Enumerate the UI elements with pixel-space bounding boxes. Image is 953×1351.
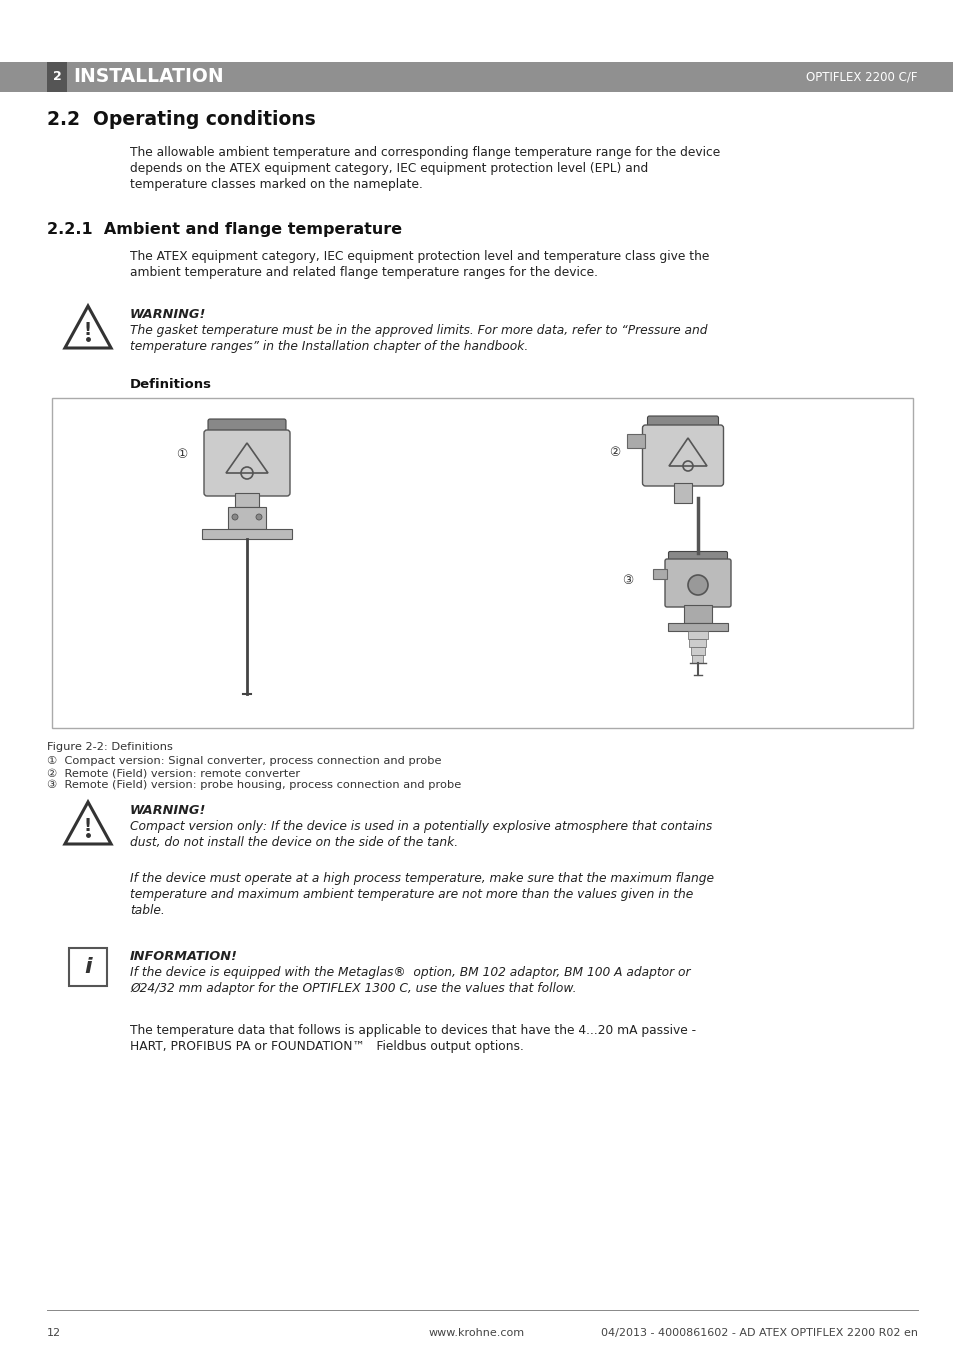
Text: temperature classes marked on the nameplate.: temperature classes marked on the namepl…	[130, 178, 422, 190]
Text: dust, do not install the device on the side of the tank.: dust, do not install the device on the s…	[130, 836, 457, 848]
Text: INSTALLATION: INSTALLATION	[73, 68, 223, 86]
Bar	[673, 484, 691, 503]
Bar	[47, 62, 67, 92]
FancyBboxPatch shape	[641, 426, 722, 486]
Text: WARNING!: WARNING!	[130, 804, 206, 817]
Text: Compact version only: If the device is used in a potentially explosive atmospher: Compact version only: If the device is u…	[130, 820, 712, 834]
Text: 2: 2	[52, 70, 61, 84]
Bar	[652, 569, 666, 580]
Bar	[52, 399, 912, 728]
Text: ambient temperature and related flange temperature ranges for the device.: ambient temperature and related flange t…	[130, 266, 598, 280]
Text: ③  Remote (Field) version: probe housing, process connection and probe: ③ Remote (Field) version: probe housing,…	[47, 780, 460, 790]
Text: table.: table.	[130, 904, 165, 917]
Text: HART, PROFIBUS PA or FOUNDATION™   Fieldbus output options.: HART, PROFIBUS PA or FOUNDATION™ Fieldbu…	[130, 1040, 523, 1052]
Text: The ATEX equipment category, IEC equipment protection level and temperature clas: The ATEX equipment category, IEC equipme…	[130, 250, 709, 263]
Text: If the device is equipped with the Metaglas®  option, BM 102 adaptor, BM 100 A a: If the device is equipped with the Metag…	[130, 966, 690, 979]
Text: ②: ②	[609, 446, 620, 459]
Bar	[202, 530, 292, 539]
Text: 12: 12	[47, 1328, 61, 1337]
Text: ①  Compact version: Signal converter, process connection and probe: ① Compact version: Signal converter, pro…	[47, 757, 441, 766]
Text: temperature ranges” in the Installation chapter of the handbook.: temperature ranges” in the Installation …	[130, 340, 528, 353]
Text: 2.2.1  Ambient and flange temperature: 2.2.1 Ambient and flange temperature	[47, 222, 402, 236]
Text: ②  Remote (Field) version: remote converter: ② Remote (Field) version: remote convert…	[47, 767, 300, 778]
Bar	[627, 434, 645, 449]
Polygon shape	[65, 305, 111, 349]
Text: i: i	[84, 957, 91, 977]
Text: depends on the ATEX equipment category, IEC equipment protection level (EPL) and: depends on the ATEX equipment category, …	[130, 162, 648, 176]
FancyBboxPatch shape	[204, 430, 290, 496]
FancyBboxPatch shape	[668, 551, 727, 565]
Bar	[690, 647, 704, 655]
Polygon shape	[65, 802, 111, 844]
Circle shape	[232, 513, 237, 520]
Bar	[692, 655, 702, 663]
Text: !: !	[84, 322, 92, 339]
Text: !: !	[84, 817, 92, 835]
FancyBboxPatch shape	[208, 419, 286, 436]
Bar	[228, 507, 266, 530]
Text: Ø24/32 mm adaptor for the OPTIFLEX 1300 C, use the values that follow.: Ø24/32 mm adaptor for the OPTIFLEX 1300 …	[130, 982, 576, 994]
Text: The temperature data that follows is applicable to devices that have the 4...20 : The temperature data that follows is app…	[130, 1024, 696, 1038]
Bar	[667, 623, 727, 631]
Bar	[0, 62, 953, 92]
FancyBboxPatch shape	[664, 559, 730, 607]
Text: ①: ①	[176, 449, 188, 462]
Text: ③: ③	[621, 574, 633, 588]
Bar	[683, 605, 711, 623]
Bar	[689, 639, 706, 647]
Text: temperature and maximum ambient temperature are not more than the values given i: temperature and maximum ambient temperat…	[130, 888, 693, 901]
Bar	[69, 948, 107, 986]
Circle shape	[687, 576, 707, 594]
Text: 2.2  Operating conditions: 2.2 Operating conditions	[47, 109, 315, 128]
Text: INFORMATION!: INFORMATION!	[130, 950, 237, 963]
Text: The allowable ambient temperature and corresponding flange temperature range for: The allowable ambient temperature and co…	[130, 146, 720, 159]
Text: OPTIFLEX 2200 C/F: OPTIFLEX 2200 C/F	[805, 70, 917, 84]
Text: Definitions: Definitions	[130, 378, 212, 390]
Bar	[234, 493, 258, 507]
Text: The gasket temperature must be in the approved limits. For more data, refer to “: The gasket temperature must be in the ap…	[130, 324, 707, 336]
Bar	[687, 631, 707, 639]
Text: WARNING!: WARNING!	[130, 308, 206, 322]
Text: www.krohne.com: www.krohne.com	[429, 1328, 524, 1337]
Circle shape	[255, 513, 262, 520]
FancyBboxPatch shape	[647, 416, 718, 432]
Text: 04/2013 - 4000861602 - AD ATEX OPTIFLEX 2200 R02 en: 04/2013 - 4000861602 - AD ATEX OPTIFLEX …	[600, 1328, 917, 1337]
Text: If the device must operate at a high process temperature, make sure that the max: If the device must operate at a high pro…	[130, 871, 713, 885]
Text: Figure 2-2: Definitions: Figure 2-2: Definitions	[47, 742, 172, 753]
